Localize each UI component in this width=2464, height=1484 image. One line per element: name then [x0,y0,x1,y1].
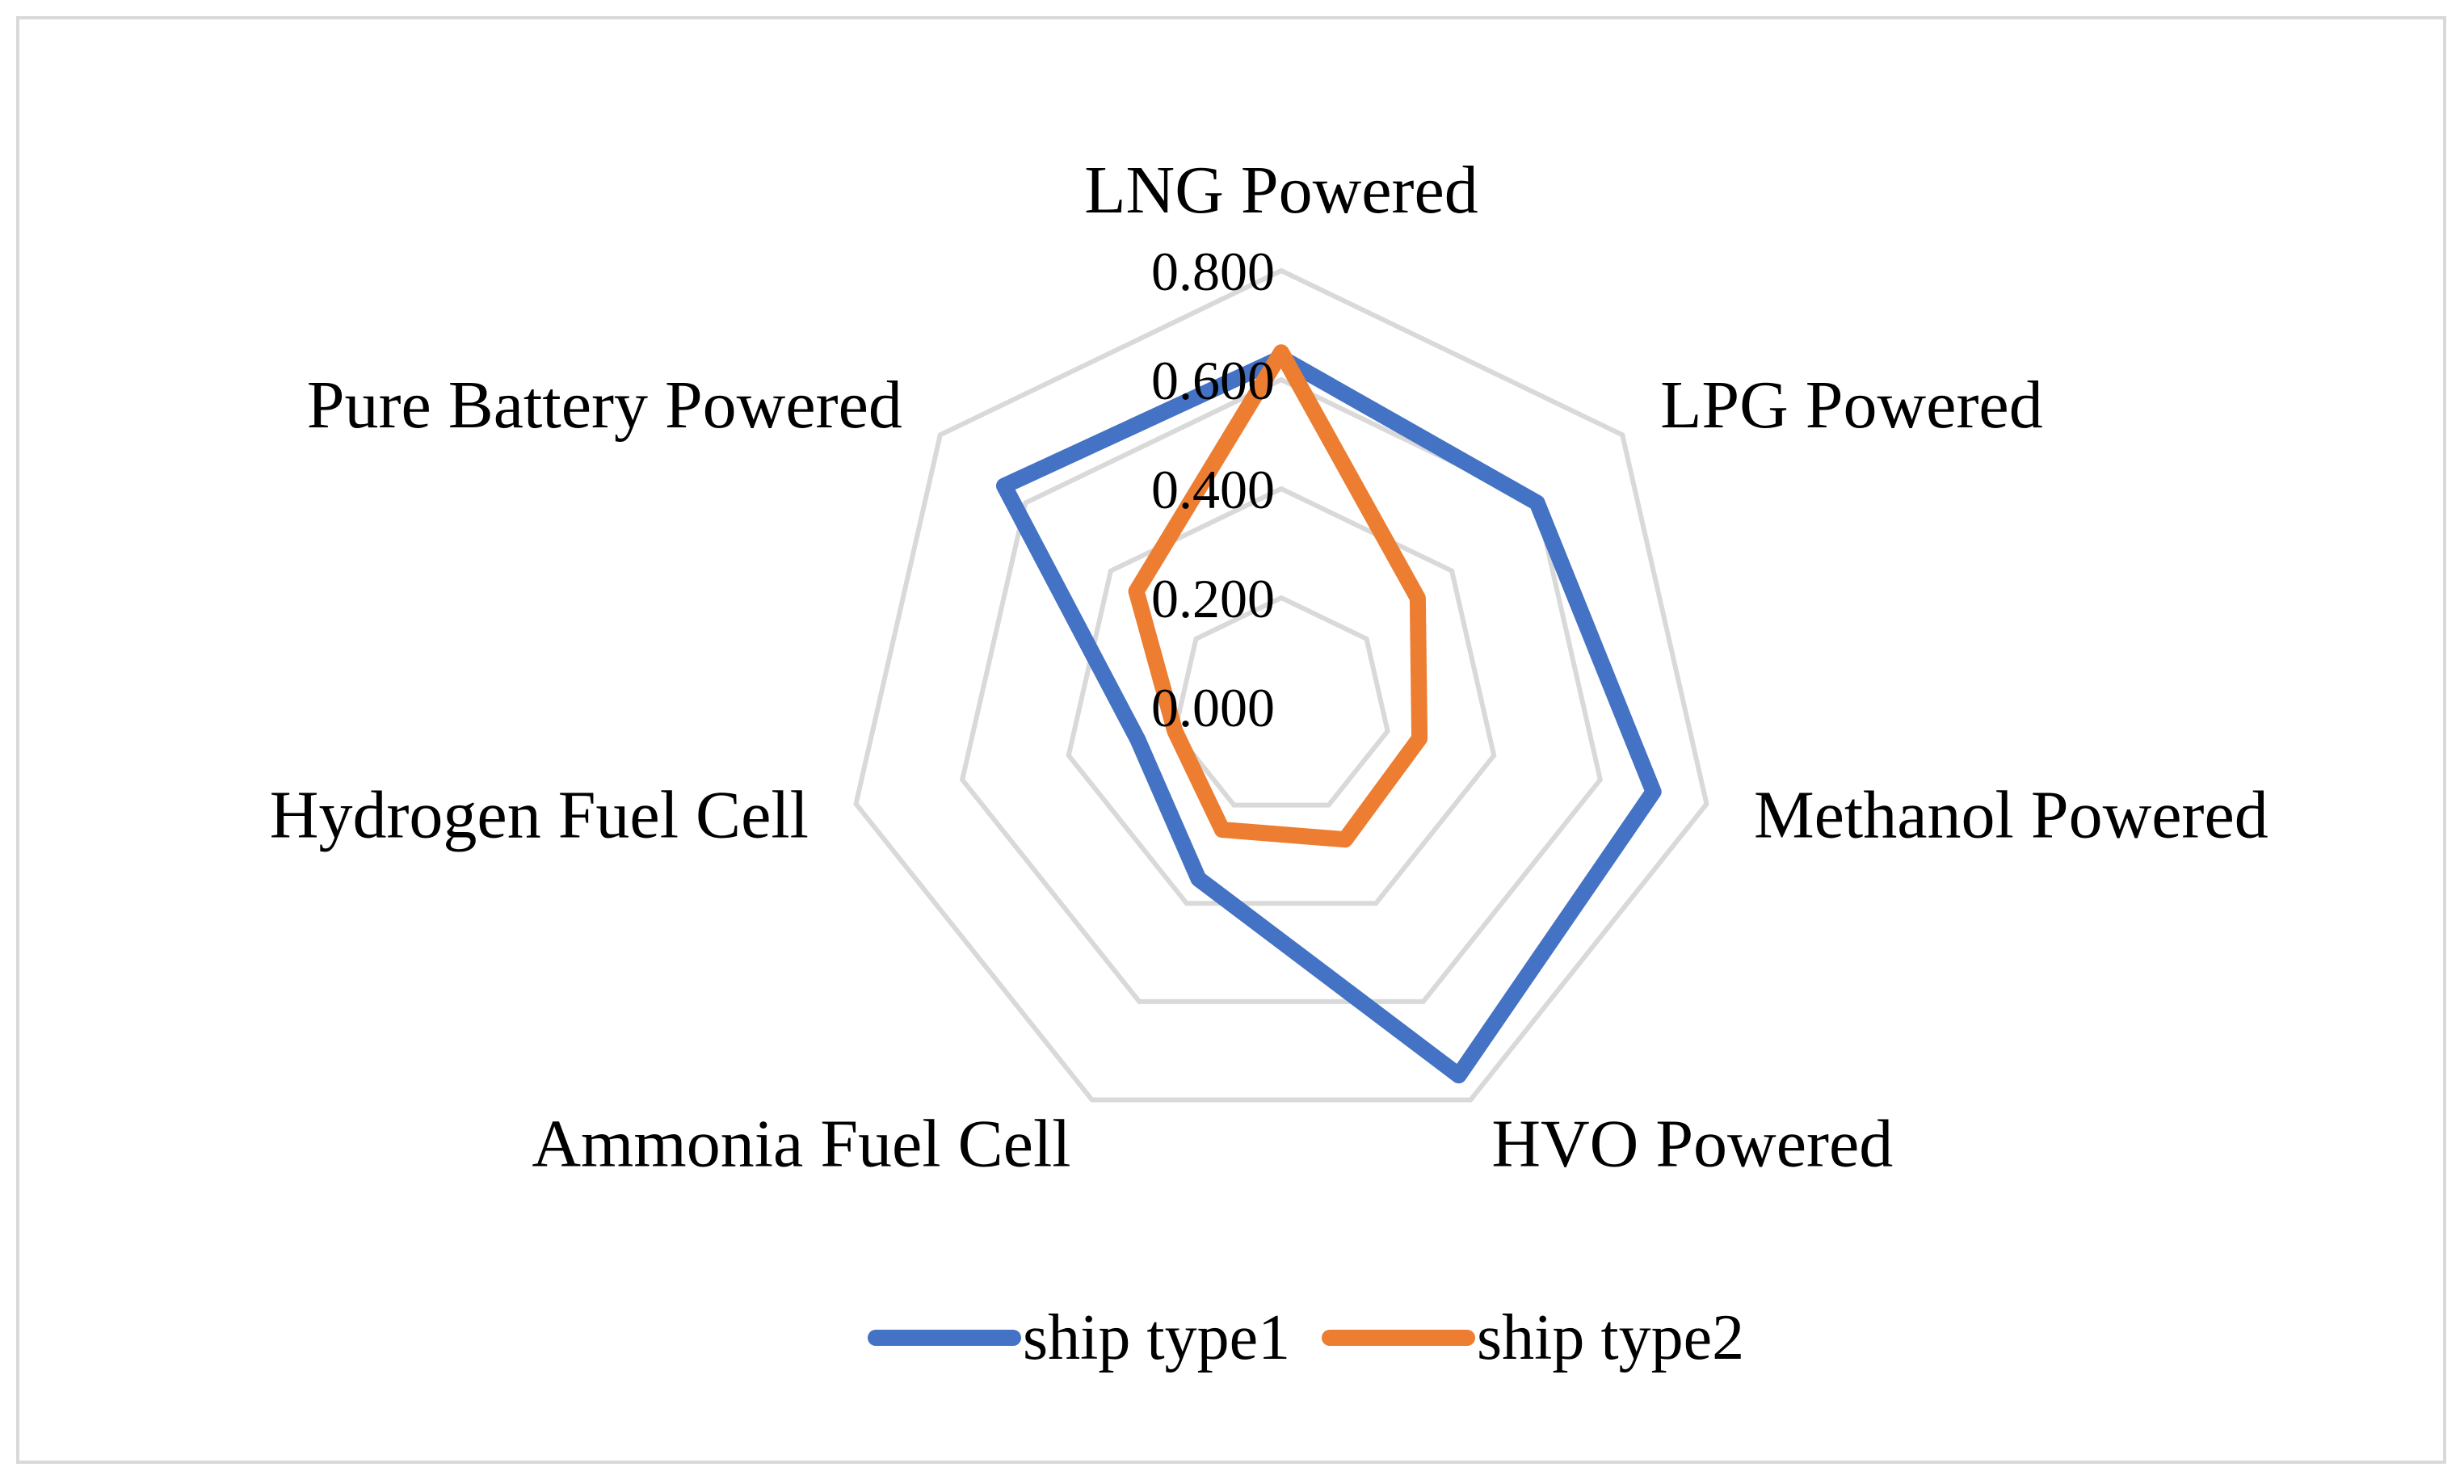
legend-label-1: ship type1 [1023,1302,1290,1373]
grid-ring-4 [853,267,1709,1103]
category-label: Pure Battery Powered [307,368,902,443]
tick-label: 0.000 [1151,677,1275,738]
grid-ring-1 [1172,595,1390,808]
category-label: LNG Powered [1084,153,1478,228]
grid-ring-3 [959,376,1604,1004]
category-label: Methanol Powered [1754,778,2268,853]
category-label: HVO Powered [1491,1107,1893,1182]
tick-labels: 0.000 0.200 0.400 0.600 0.800 [1151,241,1275,738]
category-label: Ammonia Fuel Cell [532,1107,1070,1182]
category-label: LPG Powered [1660,368,2043,443]
tick-label: 0.400 [1151,459,1275,520]
tick-label: 0.800 [1151,241,1275,302]
grid-ring-2 [1066,486,1497,906]
tick-label: 0.200 [1151,568,1275,629]
grid-layer [853,267,1709,1103]
legend: ship type1 ship type2 [868,1302,1744,1373]
series-line-2 [1128,344,1428,848]
category-label: Hydrogen Fuel Cell [270,778,809,853]
series-layer [995,344,1662,1084]
legend-label-2: ship type2 [1477,1302,1744,1373]
category-labels: LNG Powered LPG Powered Methanol Powered HV… [270,153,2268,1182]
tick-label: 0.600 [1151,350,1275,411]
chart-frame [16,16,2446,1464]
series-line-1 [995,350,1662,1084]
